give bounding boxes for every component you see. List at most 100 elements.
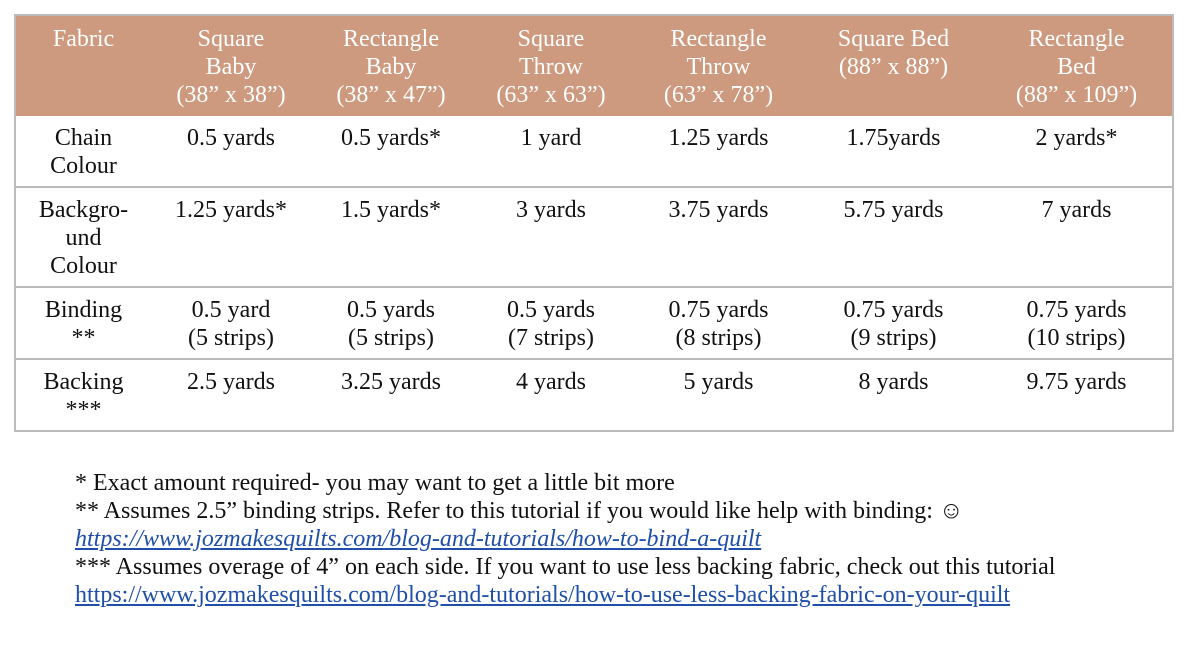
cell-line: 0.75 yards (668, 297, 769, 323)
cell-line: Colour (50, 153, 117, 179)
cell-line: Colour (50, 253, 117, 279)
cell-line: 0.5 yards (187, 125, 275, 151)
header-cell: Square Throw (63” x 63”) (471, 15, 631, 116)
cell-line: 2 yards* (1035, 125, 1118, 151)
cell-line: 7 yards (1041, 197, 1112, 223)
table-body: Chain Colour 0.5 yards 0.5 yards* 1 yard 1.25… (15, 116, 1173, 431)
cell-line: 0.75 yards (1026, 297, 1127, 323)
cell-line: Binding (44, 297, 123, 323)
cell-line: 9.75 yards (1026, 369, 1127, 395)
cell-line: Backgro- (38, 197, 129, 223)
cell-line: 4 yards (516, 369, 586, 395)
cell: 0.5 yards (151, 116, 311, 187)
table-row: Backgro-und Colour 1.25 yards* 1.5 yards* 3 … (15, 186, 1173, 287)
cell-line: 5.75 yards (843, 197, 944, 223)
cell-line: 3 yards (516, 197, 586, 223)
cell-line: (38” x 47”) (336, 82, 446, 108)
header-cell: Rectangle Throw (63” x 78”) (631, 15, 806, 116)
header-cell: Fabric (15, 15, 151, 116)
cell: 5.75 yards (806, 186, 981, 287)
cell-line: 0.5 yard (191, 297, 271, 323)
cell-line: Throw (686, 54, 751, 80)
cell-line: 5 yards (683, 369, 754, 395)
cell-line: 1.5 yards* (341, 197, 441, 223)
cell-line: (38” x 38”) (176, 82, 286, 108)
footnote: ** Assumes 2.5” binding strips. Refer to… (75, 497, 1175, 553)
cell-line: Bed (1057, 54, 1096, 80)
cell: 1.25 yards (631, 116, 806, 187)
row-label: Chain Colour (15, 116, 151, 187)
cell-line: 1.25 yards (668, 125, 769, 151)
cell: 8 yards (806, 358, 981, 431)
cell: 1 yard (471, 116, 631, 187)
cell-line: Rectangle (670, 26, 767, 52)
table-row: Chain Colour 0.5 yards 0.5 yards* 1 yard 1.25… (15, 116, 1173, 187)
header-cell: Rectangle Bed (88” x 109”) (981, 15, 1173, 116)
cell-line: Fabric (52, 26, 115, 52)
row-label: Backing *** (15, 358, 151, 431)
cell: 0.75 yards (8 strips) (631, 286, 806, 359)
cell-line: ** (71, 325, 96, 351)
cell-line: 2.5 yards (187, 369, 275, 395)
header-cell: Rectangle Baby (38” x 47”) (311, 15, 471, 116)
cell-line: 0.5 yards* (341, 125, 441, 151)
cell-line: Square (197, 26, 265, 52)
cell-line: *** (65, 397, 102, 423)
cell: 3 yards (471, 186, 631, 287)
cell-line: Square Bed (837, 26, 950, 52)
header-row: Fabric Square Baby (38” x 38”) Rectangle Baby… (15, 15, 1173, 116)
footnotes: * Exact amount required- you may want to… (75, 469, 1175, 609)
footnote-text: *** Assumes overage of 4” on each side. … (75, 554, 1056, 580)
row-label: Binding ** (15, 286, 151, 359)
cell-line: (63” x 78”) (663, 82, 774, 108)
cell-line: 0.5 yards (347, 297, 435, 323)
cell-line: Rectangle (1028, 26, 1125, 52)
cell: 3.25 yards (311, 358, 471, 431)
cell: 0.5 yards (5 strips) (311, 286, 471, 359)
footnote-link[interactable]: https://www.jozmakesquilts.com/blog-and-… (75, 582, 1011, 608)
cell: 1.5 yards* (311, 186, 471, 287)
cell: 0.75 yards (10 strips) (981, 286, 1173, 359)
cell-line: 1 yard (520, 125, 582, 151)
cell: 5 yards (631, 358, 806, 431)
cell: 0.75 yards (9 strips) (806, 286, 981, 359)
cell: 0.5 yard (5 strips) (151, 286, 311, 359)
cell: 2.5 yards (151, 358, 311, 431)
cell-line: Backing (43, 369, 124, 395)
cell: 1.75yards (806, 116, 981, 187)
footnote: * Exact amount required- you may want to… (75, 469, 1175, 497)
cell-line: (63” x 63”) (496, 82, 606, 108)
cell-line: (88” x 88”) (838, 54, 949, 80)
row-label: Backgro-und Colour (15, 186, 151, 287)
cell-line: 0.75 yards (843, 297, 944, 323)
cell: 3.75 yards (631, 186, 806, 287)
footnote: *** Assumes overage of 4” on each side. … (75, 553, 1175, 609)
cell-line: (88” x 109”) (1015, 82, 1138, 108)
cell-line: Baby (205, 54, 257, 80)
header-cell: Square Bed (88” x 88”) (806, 15, 981, 116)
cell: 0.5 yards (7 strips) (471, 286, 631, 359)
header-cell: Square Baby (38” x 38”) (151, 15, 311, 116)
cell: 9.75 yards (981, 358, 1173, 431)
footnote-text: * Exact amount required- you may want to… (75, 470, 675, 496)
cell-line: 0.5 yards (507, 297, 595, 323)
cell-line: 1.75yards (846, 125, 941, 151)
fabric-table: Fabric Square Baby (38” x 38”) Rectangle Baby… (14, 14, 1174, 432)
cell-line: (7 strips) (508, 325, 594, 351)
cell: 0.5 yards* (311, 116, 471, 187)
cell-line: 3.75 yards (668, 197, 769, 223)
cell-line: (5 strips) (188, 325, 274, 351)
table-header: Fabric Square Baby (38” x 38”) Rectangle Baby… (15, 15, 1173, 116)
cell-line: (9 strips) (850, 325, 937, 351)
cell-line: Rectangle (343, 26, 439, 52)
cell-line: Chain (54, 125, 113, 151)
cell: 7 yards (981, 186, 1173, 287)
cell: 1.25 yards* (151, 186, 311, 287)
cell-line: (8 strips) (675, 325, 762, 351)
footnote-text: ** Assumes 2.5” binding strips. Refer to… (75, 498, 964, 524)
cell-line: und (65, 225, 102, 251)
cell-line: 1.25 yards* (175, 197, 287, 223)
cell-line: (10 strips) (1027, 325, 1126, 351)
footnote-link[interactable]: https://www.jozmakesquilts.com/blog-and-… (75, 526, 762, 552)
